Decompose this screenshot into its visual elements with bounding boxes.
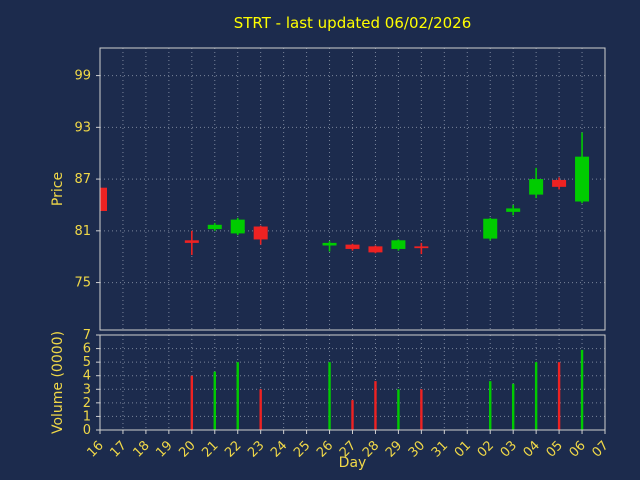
x-tick-label: 01	[452, 438, 474, 460]
candle-body	[100, 187, 107, 211]
x-tick-label: 05	[544, 438, 566, 460]
volume-tick-label: 2	[83, 396, 91, 411]
x-tick-label: 24	[268, 438, 290, 460]
candle-body	[506, 208, 521, 212]
candle-body	[529, 179, 544, 195]
x-tick-label: 25	[291, 438, 313, 460]
price-tick-label: 99	[74, 69, 91, 84]
x-tick-label: 19	[153, 438, 175, 460]
candle-body	[253, 226, 268, 240]
volume-bar-day-26	[328, 362, 331, 430]
volume-tick-label: 7	[83, 328, 91, 343]
volume-bar-day-28	[374, 381, 377, 430]
volume-bar-day-05	[557, 362, 561, 430]
axes-spines	[99, 47, 606, 431]
candles-layer	[100, 132, 590, 255]
candle-day-16	[100, 187, 107, 211]
volume-bar-day-21	[213, 371, 216, 430]
candle-day-20	[184, 230, 199, 255]
candle-day-30	[414, 242, 429, 255]
candle-day-21	[207, 223, 222, 231]
candle-body	[207, 224, 222, 230]
price-tick-label: 81	[74, 224, 91, 239]
x-tick-label: 04	[521, 438, 543, 460]
candle-body	[230, 219, 245, 234]
volume-bar-day-30	[420, 389, 423, 430]
candle-day-02	[483, 217, 498, 241]
x-tick-label: 21	[199, 438, 221, 460]
candle-day-06	[575, 132, 590, 204]
volume-axis-label: Volume (0000)	[50, 331, 66, 434]
price-tick-label: 93	[74, 120, 91, 135]
volume-bar-day-02	[489, 381, 492, 430]
price-tick-label: 87	[74, 172, 91, 187]
candle-day-03	[506, 204, 521, 216]
gridlines	[99, 48, 606, 431]
x-tick-label: 03	[498, 438, 520, 460]
volume-tick-label: 3	[83, 382, 91, 397]
volume-bar-day-06	[580, 349, 584, 430]
volume-bar-day-04	[534, 362, 538, 430]
volume-tick-label: 6	[83, 342, 91, 357]
candle-day-23	[253, 225, 268, 245]
volume-tick-label: 0	[83, 423, 91, 438]
x-tick-label: 23	[245, 438, 267, 460]
x-tick-label: 07	[590, 438, 612, 460]
x-tick-label: 30	[406, 438, 428, 460]
x-tick-label: 18	[130, 438, 152, 460]
volume-bar-day-03	[511, 383, 515, 430]
candle-day-26	[322, 241, 337, 252]
volume-bar-day-22	[236, 362, 239, 430]
x-tick-label: 06	[567, 438, 589, 460]
x-tick-label: 16	[85, 438, 107, 460]
x-tick-label: 02	[475, 438, 497, 460]
x-tick-label: 22	[222, 438, 244, 460]
x-tick-label: 20	[176, 438, 198, 460]
day-axis-label: Day	[339, 455, 367, 471]
candle-day-28	[368, 245, 383, 254]
candle-day-27	[345, 243, 360, 251]
candle-body	[184, 240, 199, 243]
candle-body	[483, 218, 498, 239]
price-tick-label: 75	[74, 276, 91, 291]
volume-tick-label: 4	[83, 369, 91, 384]
candle-day-04	[529, 167, 544, 199]
volume-layer	[190, 349, 584, 430]
candle-body	[414, 246, 429, 249]
candle-body	[322, 242, 337, 246]
candle-body	[552, 179, 567, 187]
candle-body	[391, 240, 406, 249]
candle-day-22	[230, 217, 245, 236]
volume-tick-label: 1	[83, 409, 91, 424]
candle-day-05	[552, 177, 567, 190]
chart-title: STRT - last updated 06/02/2026	[233, 14, 472, 32]
volume-bar-day-23	[259, 389, 262, 430]
price-axis-label: Price	[50, 172, 66, 206]
volume-bar-day-29	[397, 389, 400, 430]
volume-bar-day-27	[351, 400, 354, 430]
volume-bar-day-20	[190, 375, 194, 430]
candle-body	[345, 244, 360, 249]
x-tick-label: 29	[383, 438, 405, 460]
x-tick-label: 17	[107, 438, 129, 460]
price-axes-border	[99, 47, 606, 331]
candle-day-29	[391, 239, 406, 251]
x-tick-label: 26	[314, 438, 336, 460]
candle-body	[575, 156, 590, 202]
volume-tick-label: 5	[83, 355, 91, 370]
x-tick-label: 31	[429, 438, 451, 460]
candle-body	[368, 246, 383, 253]
